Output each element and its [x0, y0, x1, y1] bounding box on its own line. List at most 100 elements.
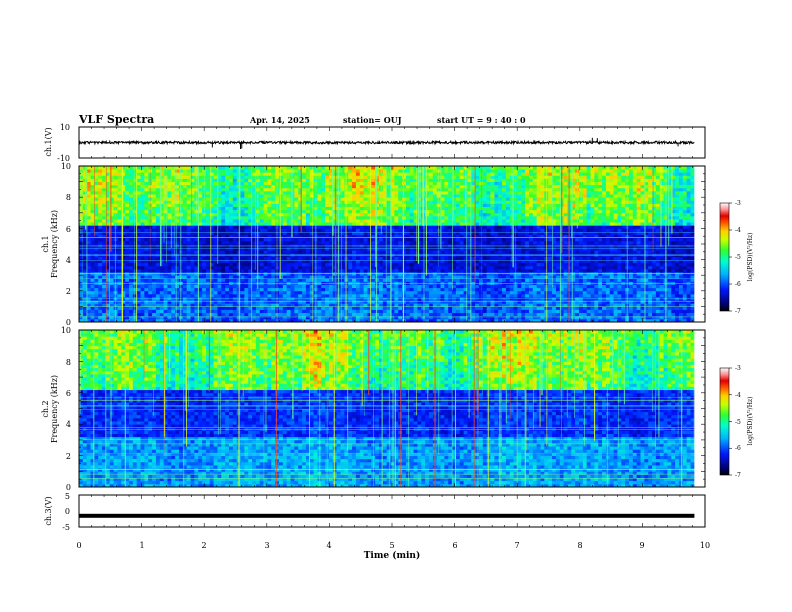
spec1-img-cell-42-46	[240, 175, 245, 179]
spec1-img-cell-53-8	[282, 293, 288, 298]
spec1-img-cell-11-43	[121, 184, 126, 189]
spec1-img-cell-4-28	[94, 231, 99, 236]
spec1-img-cell-45-9	[252, 290, 257, 295]
spec1-img-cell-79-9	[382, 290, 388, 295]
spec1-img-cell-8-7	[109, 297, 115, 301]
spec1-img-cell-73-42	[359, 187, 365, 192]
spec1-img-cell-81-30	[390, 225, 395, 229]
spec1-img-cell-52-31	[278, 222, 284, 226]
spec1-img-cell-79-30	[382, 225, 388, 229]
spec1-img-cell-50-0	[271, 318, 276, 322]
spec1-img-cell-78-7	[378, 297, 384, 301]
spec1-img-cell-89-18	[421, 262, 426, 267]
spec1-img-cell-81-31	[390, 222, 395, 226]
spec1-img-cell-15-39	[136, 197, 141, 201]
spec1-img-cell-55-7	[290, 297, 295, 301]
spec1-img-cell-45-32	[252, 219, 257, 223]
spec1-img-cell-37-0	[221, 318, 226, 322]
spec1-img-cell-79-20	[382, 256, 388, 260]
spec1-img-cell-44-10	[248, 287, 253, 292]
spec1-img-cell-6-2	[102, 312, 107, 317]
spec1-img-cell-21-47	[159, 172, 165, 176]
spec1-img-cell-48-2	[263, 312, 268, 317]
spec1-img-cell-47-19	[259, 259, 265, 264]
spec1-img-cell-82-28	[394, 231, 399, 236]
spec1-img-cell-15-26	[136, 237, 141, 242]
spec1-img-cell-4-10	[94, 287, 99, 292]
spec1-img-cell-15-46	[136, 175, 141, 179]
spec1-img-cell-63-18	[321, 262, 326, 267]
spec1-img-cell-33-8	[205, 293, 211, 298]
spec1-img-cell-84-1	[402, 315, 407, 320]
spec1-img-cell-53-32	[282, 219, 288, 223]
spec1-img-cell-77-19	[375, 259, 380, 264]
spec1-img-cell-76-25	[371, 240, 376, 245]
spec1-img-cell-72-25	[355, 240, 361, 245]
spec1-img-cell-13-5	[129, 303, 134, 307]
spec1-img-cell-76-30	[371, 225, 376, 229]
spec1-img-cell-83-26	[398, 237, 403, 242]
spec1-img-cell-22-41	[163, 190, 168, 195]
spec1-img-cell-13-48	[129, 169, 134, 173]
spec1-img-cell-88-36	[417, 206, 422, 211]
spec1-img-cell-29-12	[190, 281, 195, 285]
spec1-img-cell-49-22	[267, 250, 272, 254]
spec1-img-cell-73-27	[359, 234, 365, 239]
spec1-img-cell-49-6	[267, 300, 272, 304]
spec1-img-cell-96-40	[448, 194, 453, 198]
spec1-img-cell-90-36	[425, 206, 430, 211]
spec1-img-cell-79-33	[382, 215, 388, 220]
spec1-img-cell-24-11	[171, 284, 176, 289]
spec1-img-cell-84-47	[402, 172, 407, 176]
spec1-img-cell-11-28	[121, 231, 126, 236]
spec1-img-cell-62-44	[317, 181, 322, 186]
spec1-img-cell-87-17	[413, 265, 418, 270]
spec1-img-cell-29-5	[190, 303, 195, 307]
spec1-img-cell-1-27	[82, 234, 88, 239]
spec1-img-cell-50-6	[271, 300, 276, 304]
spec1-img-cell-35-36	[213, 206, 218, 211]
spec1-img-cell-48-21	[263, 253, 268, 257]
spec1-img-cell-68-35	[340, 209, 345, 214]
spec1-img-cell-30-16	[194, 268, 199, 273]
spec1-img-cell-39-34	[228, 212, 234, 217]
spec1-img-cell-40-26	[232, 237, 238, 242]
spec1-img-cell-10-38	[117, 200, 122, 204]
spec1-img-cell-63-10	[321, 287, 326, 292]
spec1-img-cell-4-20	[94, 256, 99, 260]
spec1-img-cell-84-20	[402, 256, 407, 260]
spec1-img-cell-0-20	[79, 256, 84, 260]
spec1-img-cell-14-37	[132, 203, 138, 207]
spec1-img-cell-86-13	[409, 278, 414, 282]
spec1-img-cell-81-4	[390, 306, 395, 310]
spec1-img-cell-62-48	[317, 169, 322, 173]
spec1-img-cell-5-35	[98, 209, 103, 214]
spec1-img-cell-35-16	[213, 268, 218, 273]
spec1-img-cell-54-16	[286, 268, 291, 273]
spec1-img-cell-25-0	[175, 318, 180, 322]
spec1-img-cell-81-0	[390, 318, 395, 322]
spec1-img-cell-57-1	[298, 315, 303, 320]
spec1-img-cell-43-10	[244, 287, 249, 292]
spec1-img-cell-44-9	[248, 290, 253, 295]
spec1-img-cell-52-21	[278, 253, 284, 257]
spec1-img-cell-77-10	[375, 287, 380, 292]
spec1-img-cell-74-0	[363, 318, 368, 322]
spec1-img-cell-48-10	[263, 287, 268, 292]
spec1-img-cell-55-28	[290, 231, 295, 236]
spec1-img-cell-95-3	[444, 309, 449, 314]
spec1-img-cell-70-1	[348, 315, 353, 320]
spec1-img-cell-68-39	[340, 197, 345, 201]
spec1-img-cell-94-7	[440, 297, 445, 301]
spec1-img-cell-80-6	[386, 300, 391, 304]
spec1-img-cell-30-30	[194, 225, 199, 229]
spec1-img-cell-52-34	[278, 212, 284, 217]
spec1-img-cell-78-11	[378, 284, 384, 289]
spec1-img-cell-58-38	[302, 200, 307, 204]
spec1-img-cell-24-31	[171, 222, 176, 226]
spec1-img-cell-32-5	[202, 303, 207, 307]
spec1-img-cell-83-48	[398, 169, 403, 173]
spec1-img-cell-7-45	[105, 178, 111, 182]
spec1-img-cell-48-47	[263, 172, 268, 176]
spec1-img-cell-84-10	[402, 287, 407, 292]
